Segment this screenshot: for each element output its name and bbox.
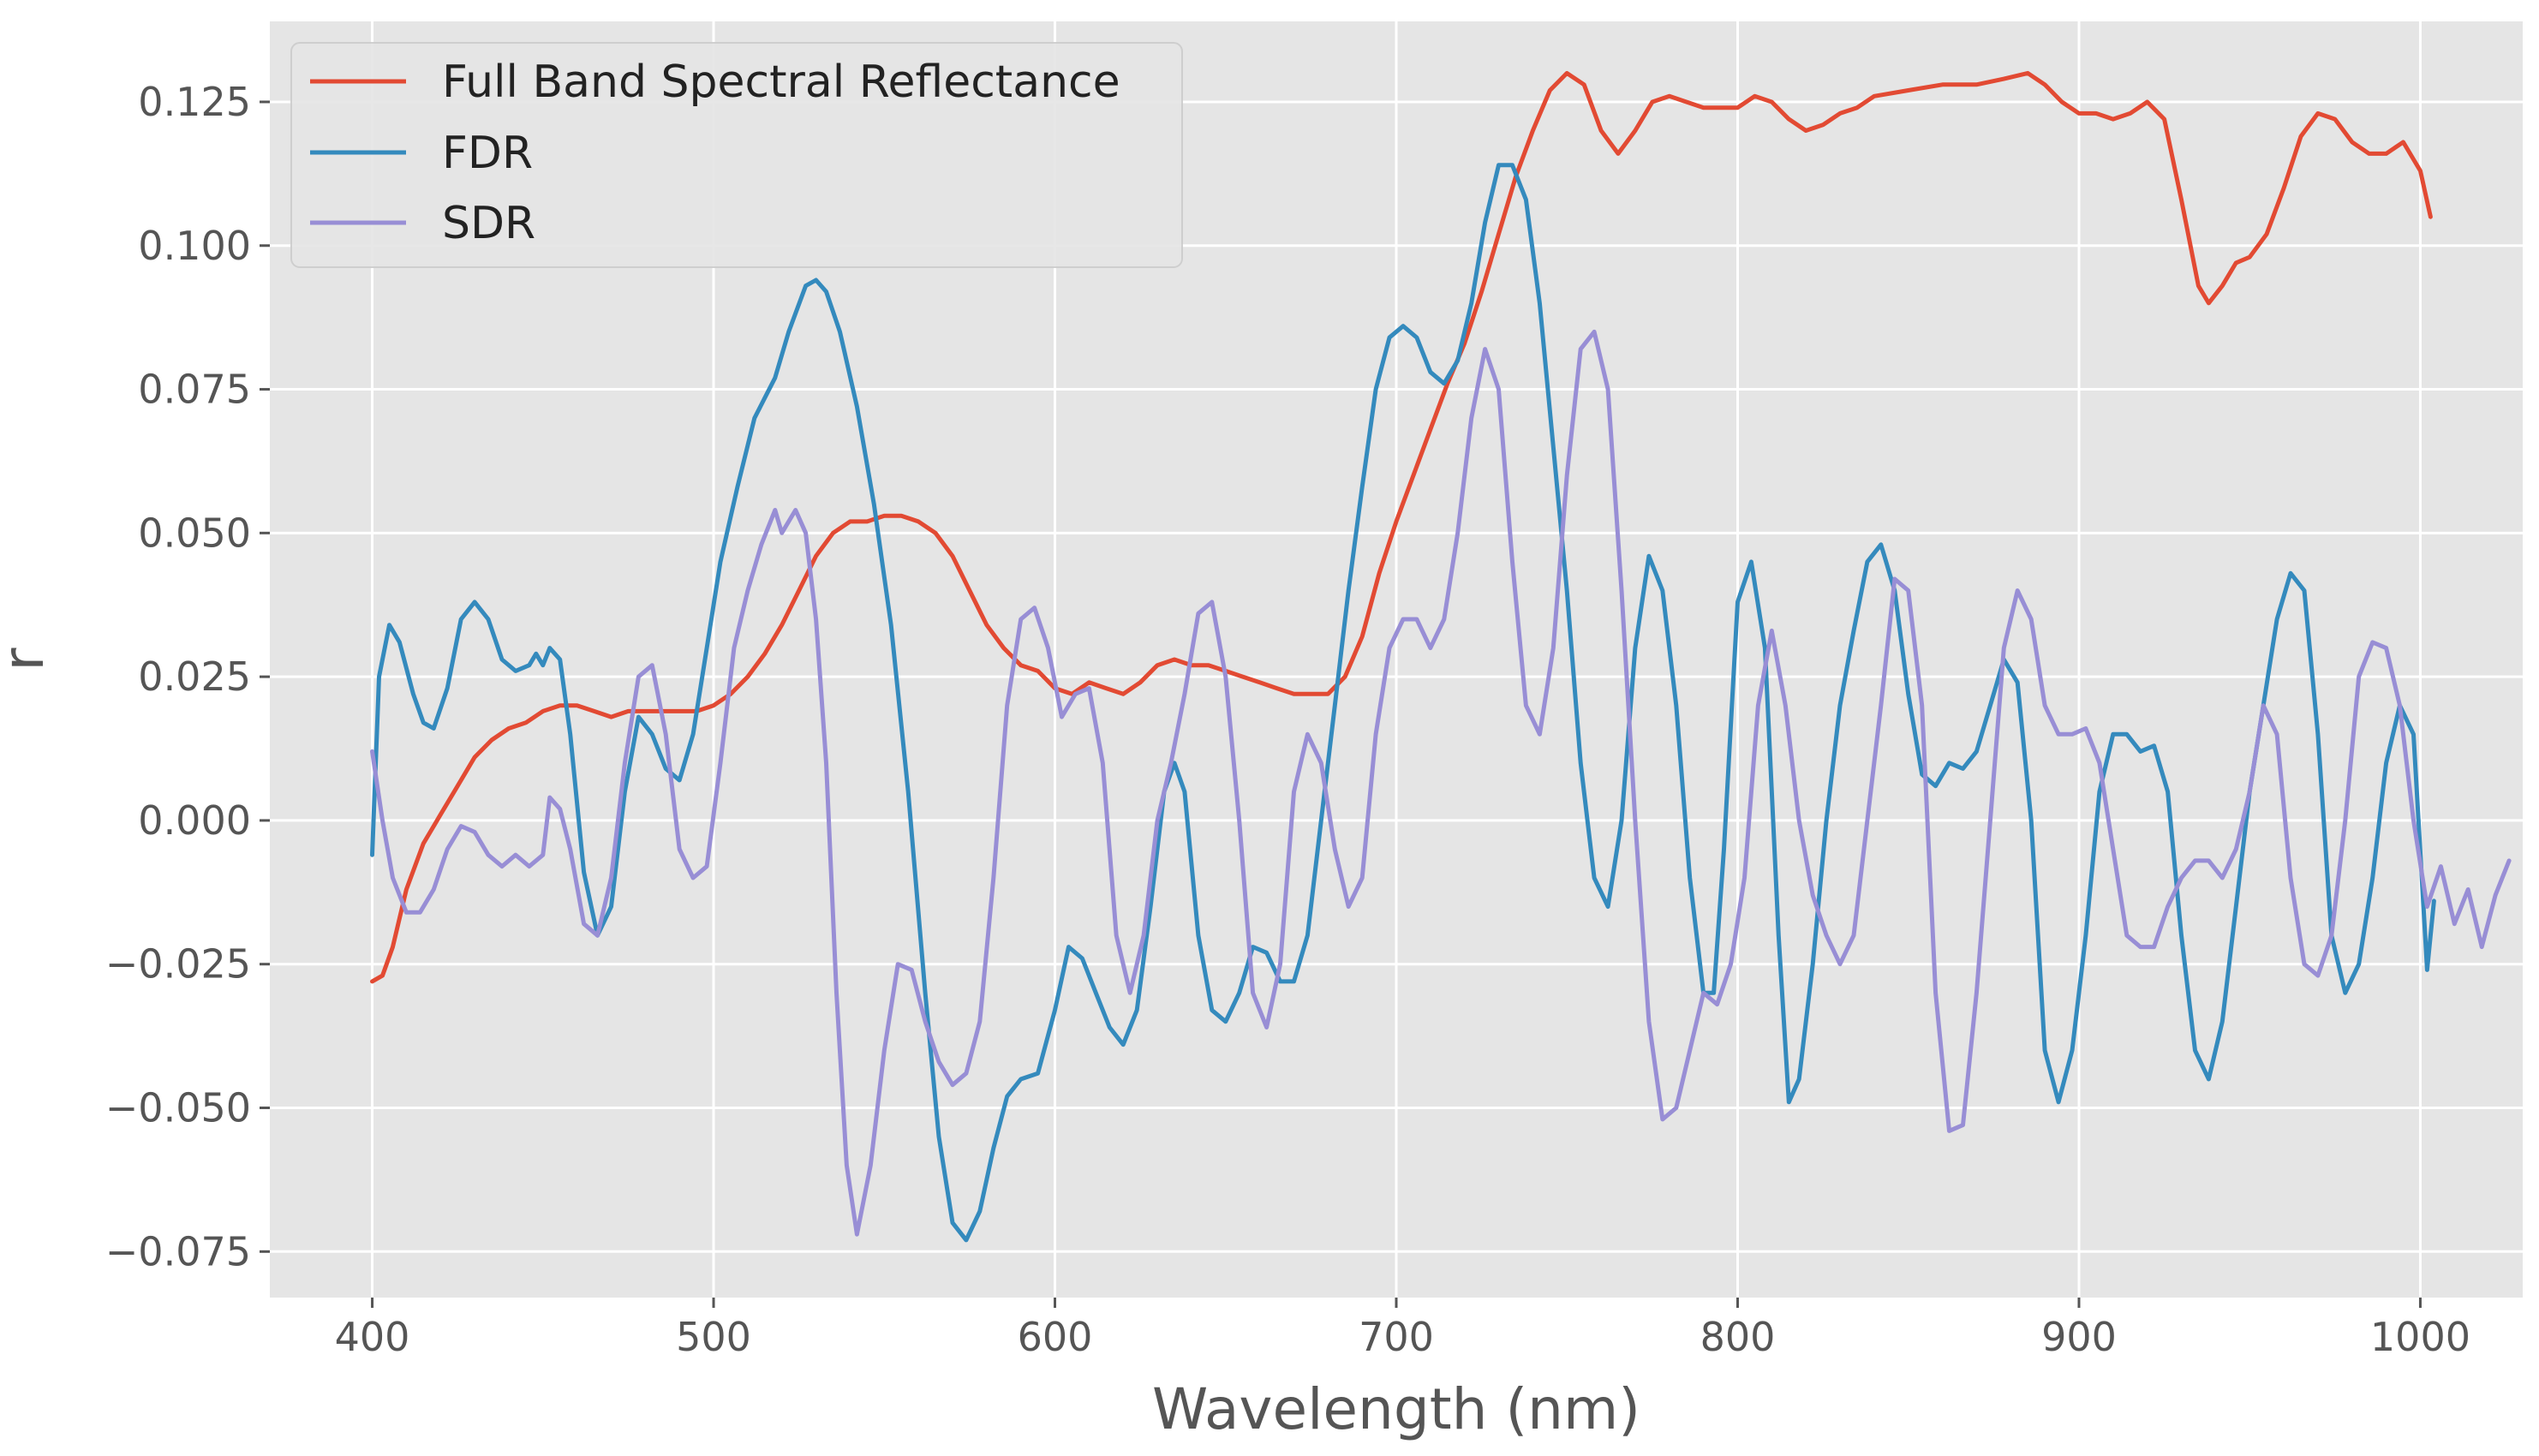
y-tick-label: 0.000 [138, 797, 251, 844]
y-axis-label: r [0, 647, 57, 671]
y-tick-label: 0.100 [138, 223, 251, 269]
x-tick-label: 1000 [2370, 1314, 2470, 1360]
x-tick-label: 600 [1018, 1314, 1093, 1360]
y-tick-label: 0.125 [138, 79, 251, 125]
series-line-sdr [370, 329, 2512, 1237]
y-tick-label: 0.025 [138, 653, 251, 700]
series-layer [370, 70, 2512, 1243]
legend-label-fdr: FDR [442, 128, 533, 179]
x-tick-label: 500 [676, 1314, 751, 1360]
series-line-fdr [370, 163, 2436, 1243]
legend-label-full-band: Full Band Spectral Reflectance [442, 57, 1120, 108]
x-tick-label: 800 [1700, 1314, 1776, 1360]
x-axis-label: Wavelength (nm) [1152, 1376, 1640, 1442]
y-tick-label: −0.025 [105, 941, 251, 988]
tick-layer: 400 500 600 700 800 900 1000 −0.075 −0.050 −0.025… [105, 79, 2470, 1360]
legend-label-sdr: SDR [442, 198, 535, 249]
y-tick-label: 0.050 [138, 510, 251, 556]
x-tick-label: 400 [335, 1314, 410, 1360]
y-tick-label: 0.075 [138, 367, 251, 413]
x-tick-label: 700 [1359, 1314, 1434, 1360]
series-line-full-band [370, 70, 2433, 984]
y-tick-label: −0.050 [105, 1085, 251, 1131]
y-tick-label: −0.075 [105, 1228, 251, 1274]
legend: Full Band Spectral Reflectance FDR SDR [290, 42, 1183, 268]
legend-box [290, 42, 1183, 268]
x-tick-label: 900 [2041, 1314, 2117, 1360]
